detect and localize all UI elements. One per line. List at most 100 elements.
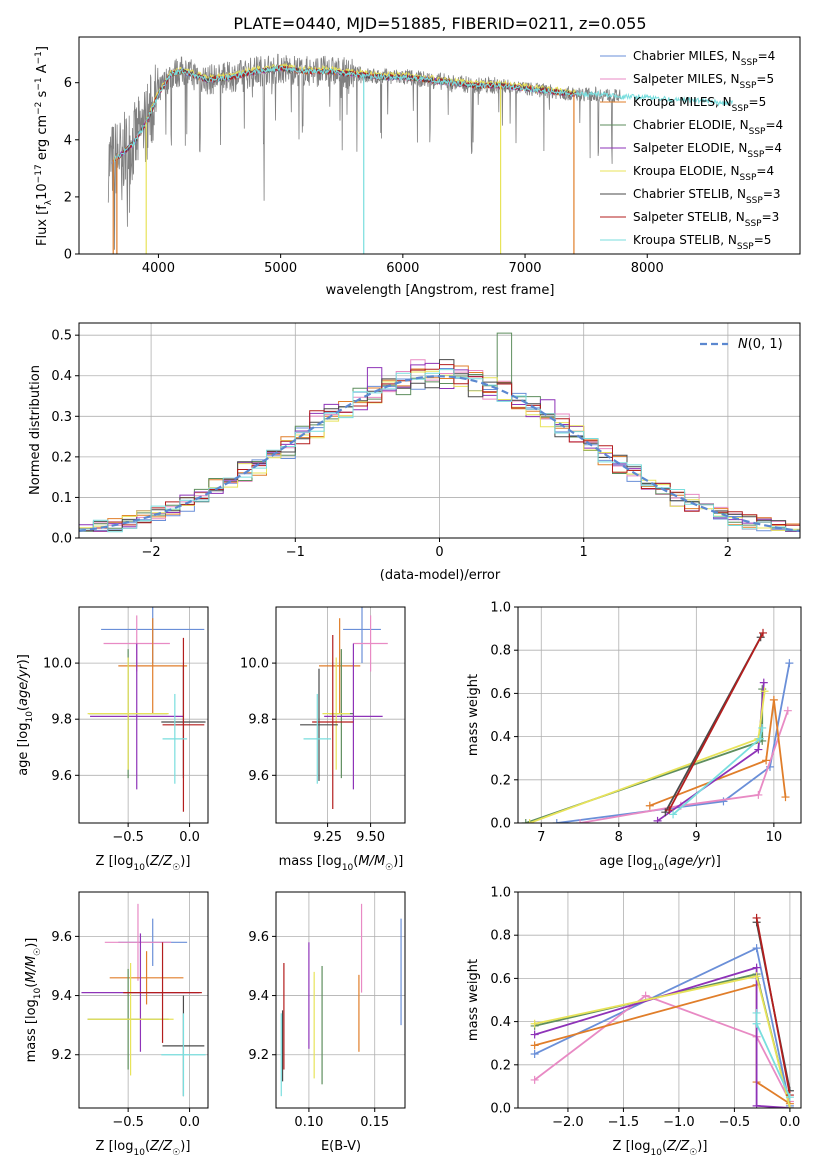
y-tick-label: 1.0 <box>490 601 511 616</box>
label-part: 10 <box>33 987 43 999</box>
model-spectrum-line <box>113 64 733 162</box>
x-tick-label: 9.25 <box>313 830 342 845</box>
x-axis-label: wavelength [Angstrom, rest frame] <box>326 283 555 298</box>
y-tick-label: 0.8 <box>490 644 511 659</box>
x-tick-label: 8000 <box>631 261 664 276</box>
y-tick-label: 9.2 <box>248 1048 269 1063</box>
x-axis-label: Z [log10(Z/Z☉)] <box>96 854 191 873</box>
label-part: ( <box>353 854 358 869</box>
label-part: SSP <box>737 242 754 252</box>
legend-label: Salpeter STELIB, NSSP=3 <box>633 210 779 229</box>
legend-label: Chabrier MILES, NSSP=4 <box>633 49 775 68</box>
y-tick-label: 0.8 <box>490 929 511 944</box>
label-part: Chabrier ELODIE, N <box>633 118 749 132</box>
label-part: =3 <box>763 187 781 201</box>
x-tick-label: 7000 <box>508 261 541 276</box>
weight_vs_Z-frame <box>517 891 802 1109</box>
point-marker <box>669 810 678 819</box>
label-part: ☉ <box>172 1148 180 1158</box>
label-part: ( <box>24 983 39 988</box>
weight-line <box>755 917 791 1096</box>
legend-label: Kroupa MILES, NSSP=5 <box>633 95 766 114</box>
label-part: Chabrier MILES, N <box>633 49 741 63</box>
weight-line <box>534 975 791 1108</box>
x-tick-label: 10 <box>766 830 783 845</box>
y-tick-label: 9.2 <box>51 1048 72 1063</box>
label-part: (0, 1) <box>748 337 783 352</box>
plot-layer: 4000 5000 6000 7000 8000 0 2 4 6 wavelength [Angs… <box>16 36 802 1158</box>
x-tick-label: 5000 <box>264 261 297 276</box>
label-part: 10 <box>35 183 50 200</box>
point-marker <box>719 797 728 806</box>
weight-line <box>534 966 790 1108</box>
point-marker <box>758 723 767 732</box>
weight-line <box>529 691 766 823</box>
y-tick-label: 10.0 <box>240 657 269 672</box>
label-part: Salpeter STELIB, N <box>633 210 745 224</box>
point-marker <box>530 1050 539 1058</box>
label-part: M/M <box>24 956 39 983</box>
label-part: Z/Z <box>666 1139 690 1154</box>
x-tick-label: 0.10 <box>294 1115 323 1130</box>
label-part: −17 <box>34 164 44 183</box>
y-axis-label: mass weight <box>466 959 481 1041</box>
label-part: Salpeter MILES, N <box>633 72 740 86</box>
point-marker <box>645 801 654 810</box>
label-part: )] <box>16 654 31 664</box>
point-marker <box>665 806 674 815</box>
y-tick-label: 0.2 <box>490 1058 511 1073</box>
y-tick-label: 0.0 <box>490 817 511 832</box>
y-tick-label: 0.6 <box>490 687 511 702</box>
legend-label: Chabrier STELIB, NSSP=3 <box>633 187 781 206</box>
mass_vs_EBV-panel: 0.10 0.15 9.2 9.4 9.6 E(B-V) <box>248 891 406 1154</box>
label-part: )] <box>180 1139 190 1154</box>
y-tick-label: 9.6 <box>248 930 269 945</box>
point-marker <box>760 687 769 696</box>
y-axis-label: mass [log10(M/M☉)] <box>24 938 43 1063</box>
y-tick-label: 0.0 <box>51 532 72 547</box>
x-tick-label: 9.50 <box>356 830 385 845</box>
point-marker <box>525 819 534 823</box>
x-tick-label: 7 <box>537 830 545 845</box>
label-part: Salpeter ELODIE, N <box>633 141 747 155</box>
label-part: SSP <box>745 219 762 229</box>
label-part: −1 <box>34 77 44 90</box>
legend-label: Kroupa STELIB, NSSP=5 <box>633 233 771 252</box>
label-part: Kroupa STELIB, N <box>633 233 737 247</box>
label-part: mass [log <box>24 999 39 1062</box>
model-spectrum-line <box>145 62 577 123</box>
weight-line <box>525 689 764 823</box>
y-tick-label: 0.4 <box>51 369 72 384</box>
x-tick-label: 0 <box>435 545 443 560</box>
x-tick-label: 0.0 <box>179 830 200 845</box>
y-tick-label: 9.8 <box>51 713 72 728</box>
weight_vs_age-plot-area <box>521 628 794 823</box>
x-tick-label: 1 <box>580 545 588 560</box>
age_vs_Z-panel: −0.5 0.09.69.810.0Z [log10(Z/Z☉)]age [log… <box>16 606 209 873</box>
x-axis-label: mass [log10(M/M☉)] <box>279 854 404 873</box>
label-part: s <box>35 90 50 101</box>
label-part: ( <box>662 1139 667 1154</box>
mass_vs_Z-panel: −0.5 0.09.29.49.6Z [log10(Z/Z☉)]mass [log… <box>24 891 209 1158</box>
point-marker <box>759 678 768 687</box>
label-part: )] <box>393 854 403 869</box>
weight-line <box>579 710 789 823</box>
age_vs_Z-frame <box>78 606 209 824</box>
weight-line <box>668 632 764 811</box>
label-part: age [log <box>16 723 31 776</box>
label-part: Flux [f <box>35 205 50 246</box>
label-part: 10 <box>652 863 664 873</box>
label-part: ( <box>145 854 150 869</box>
x-axis-label: E(B-V) <box>321 1139 361 1154</box>
label-part: Kroupa ELODIE, N <box>633 164 740 178</box>
x-axis-label: Z [log10(Z/Z☉)] <box>96 1139 191 1158</box>
label-part: SSP <box>740 81 757 91</box>
y-tick-label: 0.6 <box>490 972 511 987</box>
x-tick-label: −2.0 <box>552 1115 584 1130</box>
point-marker <box>576 819 585 823</box>
label-part: ] <box>35 46 50 51</box>
mass_vs_Z-frame <box>78 891 209 1109</box>
x-tick-label: 0.15 <box>360 1115 389 1130</box>
y-axis-label: Normed distribution <box>28 365 43 495</box>
point-marker <box>521 819 530 823</box>
